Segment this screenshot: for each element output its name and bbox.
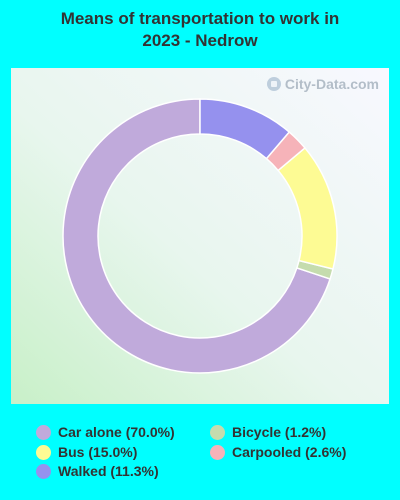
legend-label: Car alone (70.0%) — [58, 424, 175, 440]
donut-slice-walked — [199, 98, 291, 160]
legend-label: Bus (15.0%) — [58, 444, 138, 460]
legend-swatch — [210, 444, 225, 460]
legend-item-carpooled: Carpooled (2.6%) — [210, 444, 346, 460]
legend: Car alone (70.0%) Bicycle (1.2%) Bus (15.0… — [0, 418, 400, 488]
legend-swatch — [210, 424, 225, 440]
chart-title: Means of transportation to work in 2023 … — [0, 8, 400, 52]
legend-label: Carpooled (2.6%) — [232, 444, 347, 460]
legend-label: Walked (11.3%) — [58, 463, 159, 479]
legend-label: Bicycle (1.2%) — [232, 424, 327, 440]
chart-title-line-2: 2023 - Nedrow — [142, 31, 258, 50]
donut-slice-bus — [277, 146, 338, 270]
legend-swatch — [36, 424, 51, 440]
city-data-logo-icon — [266, 77, 281, 91]
plot-area: City-Data.com — [11, 68, 389, 404]
chart-title-line-1: Means of transportation to work in — [60, 9, 340, 28]
legend-item-car-alone: Car alone (70.0%) — [36, 424, 175, 440]
watermark: City-Data.com — [266, 76, 379, 92]
legend-item-bus: Bus (15.0%) — [36, 444, 137, 460]
legend-swatch — [36, 463, 51, 479]
legend-swatch — [36, 444, 51, 460]
watermark-text: City-Data.com — [284, 76, 379, 92]
donut-chart — [62, 98, 338, 374]
legend-item-walked: Walked (11.3%) — [36, 463, 159, 479]
legend-item-bicycle: Bicycle (1.2%) — [210, 424, 326, 440]
donut-slice-car-alone — [62, 98, 332, 374]
